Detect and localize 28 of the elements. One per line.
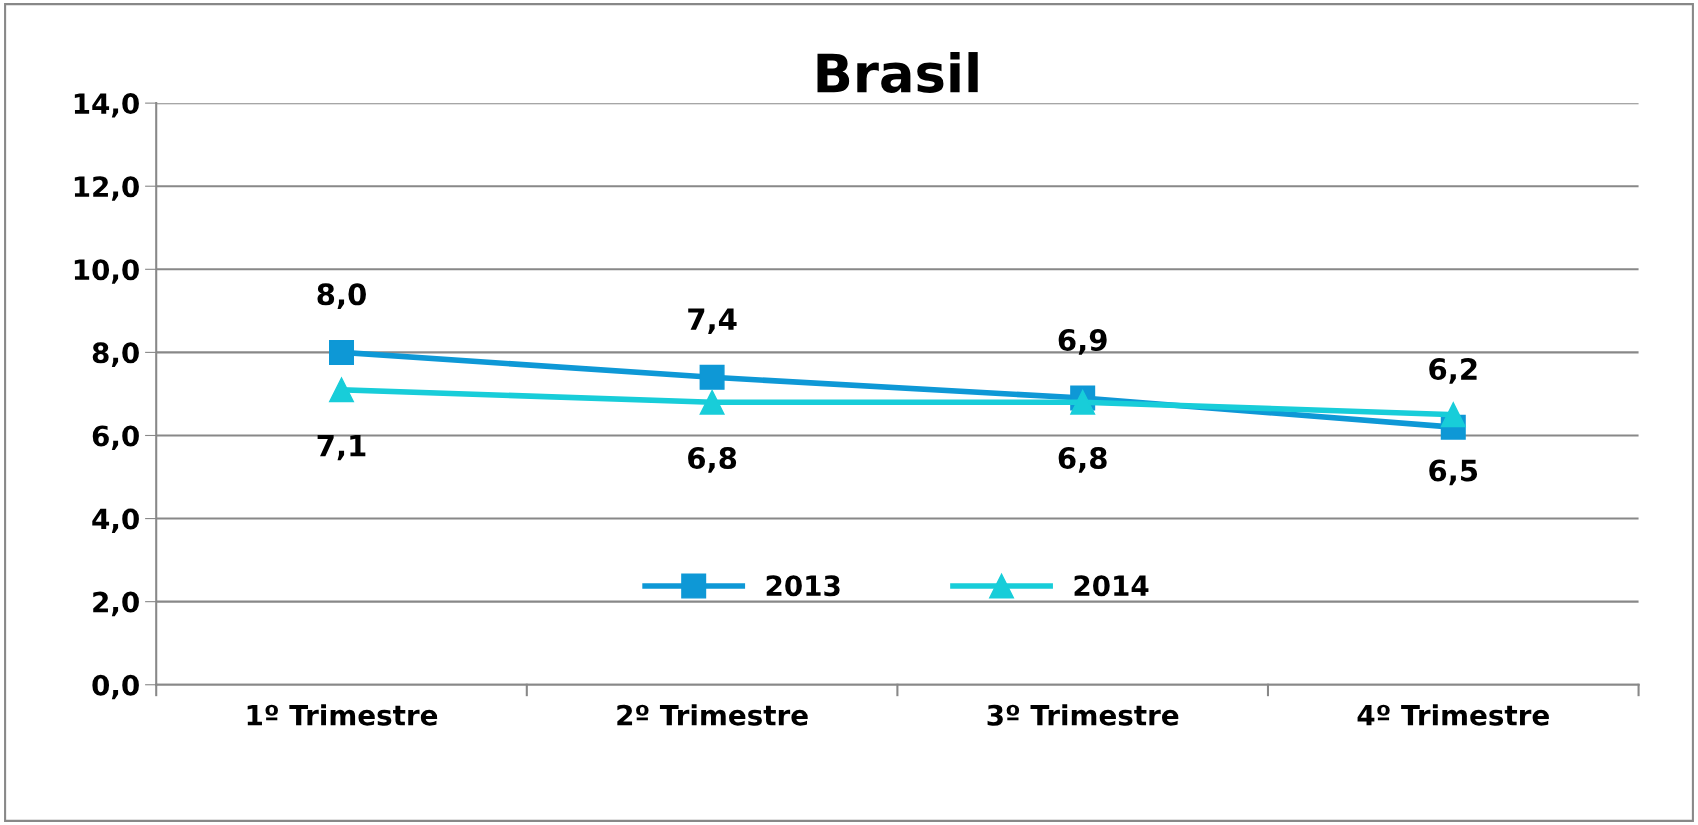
chart-title: Brasil (817, 52, 978, 93)
point (329, 377, 355, 403)
x-tick-label: 2º Trimestre (617, 704, 808, 726)
legend-label: 2013 (766, 575, 840, 597)
y-tick-label: 8,0 (92, 342, 139, 367)
x-tick-label: 1º Trimestre (247, 704, 438, 726)
y-tick-label: 14,0 (74, 93, 139, 118)
point (699, 389, 725, 415)
data-label: 6,9 (1058, 328, 1107, 355)
y-tick-label: 12,0 (74, 176, 139, 201)
x-tick-label: 3º Trimestre (987, 704, 1179, 726)
point (699, 364, 725, 390)
data-label: 8,0 (317, 283, 366, 310)
legend-label: 2014 (1074, 575, 1149, 597)
y-tick-label: 0,0 (92, 674, 139, 700)
y-tick-label: 4,0 (92, 508, 139, 534)
data-label: 7,4 (688, 308, 737, 334)
x-tick-label: 4º Trimestre (1357, 704, 1549, 726)
y-tick-label: 2,0 (93, 591, 139, 617)
data-label: 6,8 (688, 446, 737, 473)
data-label: 6,8 (1058, 446, 1107, 473)
point (1440, 402, 1466, 428)
y-tick-label: 6,0 (92, 425, 139, 450)
point (329, 339, 355, 365)
data-label: 6,2 (1429, 358, 1477, 384)
data-label: 6,5 (1429, 459, 1478, 486)
y-tick-label: 10,0 (74, 259, 139, 284)
data-label: 7,1 (317, 434, 366, 461)
